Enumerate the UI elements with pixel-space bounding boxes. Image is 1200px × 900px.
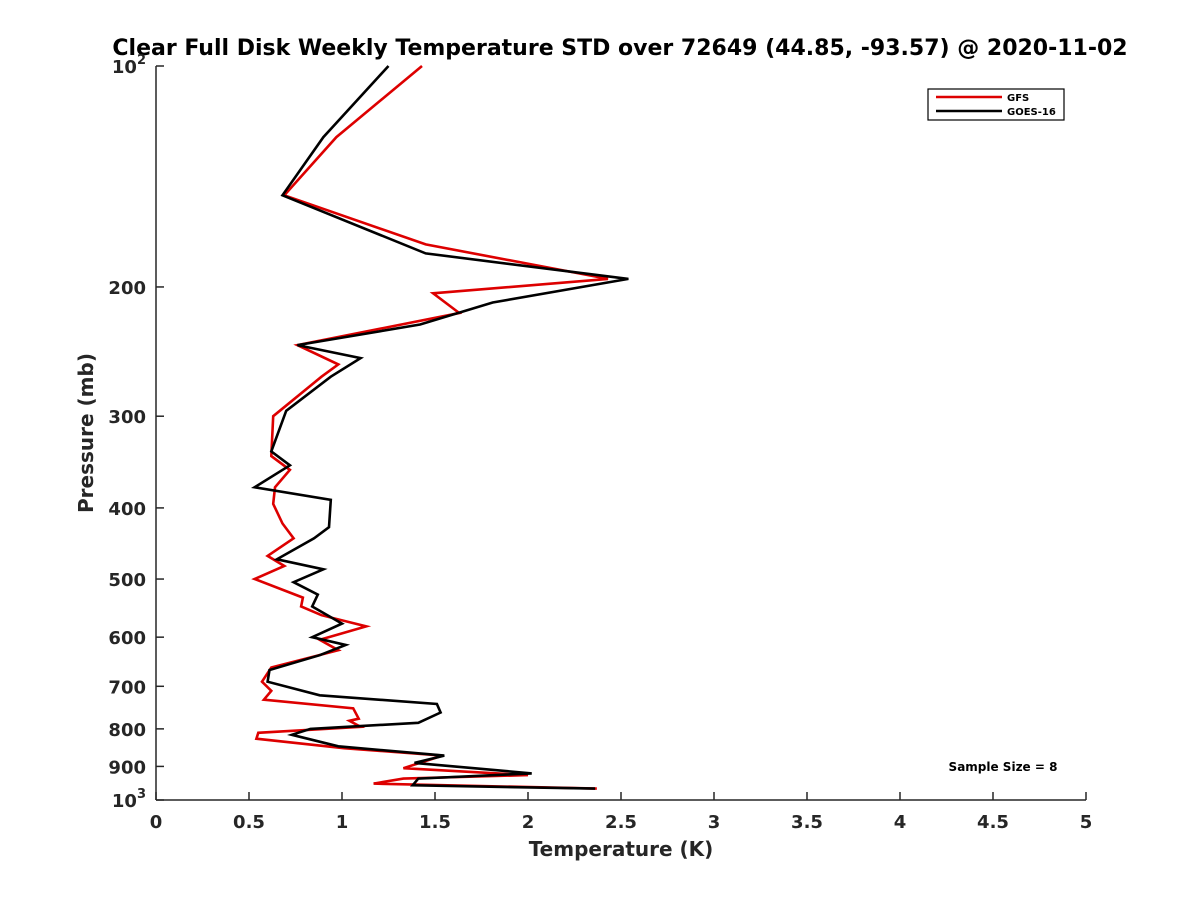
sample-size-annotation: Sample Size = 8 xyxy=(949,760,1058,774)
series-line-goes16 xyxy=(250,65,629,790)
y-tick-label: 600 xyxy=(108,628,146,649)
x-tick-label: 0 xyxy=(150,812,163,833)
x-tick-label: 3 xyxy=(708,812,721,833)
y-tick-label: 500 xyxy=(108,570,146,591)
x-tick-label: 5 xyxy=(1080,812,1093,833)
x-tick-label: 0.5 xyxy=(233,812,265,833)
legend-label-gfs: GFS xyxy=(1007,93,1029,104)
x-tick-label: 2.5 xyxy=(605,812,637,833)
y-tick-label: 800 xyxy=(108,720,146,741)
y-tick-label: 400 xyxy=(108,499,146,520)
y-tick-label: 102 xyxy=(112,53,146,78)
x-tick-label: 4 xyxy=(894,812,907,833)
x-tick-label: 4.5 xyxy=(977,812,1009,833)
y-tick-label: 103 xyxy=(112,787,146,812)
y-axis-label: Pressure (mb) xyxy=(74,353,98,513)
x-ticks: 0 0.5 1 1.5 2 2.5 3 3.5 4 4.5 5 xyxy=(150,792,1093,833)
legend-box xyxy=(927,88,1065,121)
x-tick-label: 2 xyxy=(522,812,535,833)
x-tick-label: 1 xyxy=(336,812,349,833)
y-tick-label: 700 xyxy=(108,677,146,698)
x-tick-label: 3.5 xyxy=(791,812,823,833)
y-tick-label: 200 xyxy=(108,278,146,299)
y-tick-label: 300 xyxy=(108,407,146,428)
series-layer xyxy=(250,64,629,790)
y-ticks: 102 200 300 400 500 600 700 800 900 103 xyxy=(108,53,164,812)
x-axis-label: Temperature (K) xyxy=(529,837,714,861)
y-tick-label: 900 xyxy=(108,757,146,778)
series-line-gfs xyxy=(251,64,609,790)
chart-title: Clear Full Disk Weekly Temperature STD o… xyxy=(112,36,1127,61)
legend-label-goes16: GOES-16 xyxy=(1007,107,1056,118)
legend: GFS GOES-16 xyxy=(927,88,1065,121)
x-tick-label: 1.5 xyxy=(419,812,451,833)
